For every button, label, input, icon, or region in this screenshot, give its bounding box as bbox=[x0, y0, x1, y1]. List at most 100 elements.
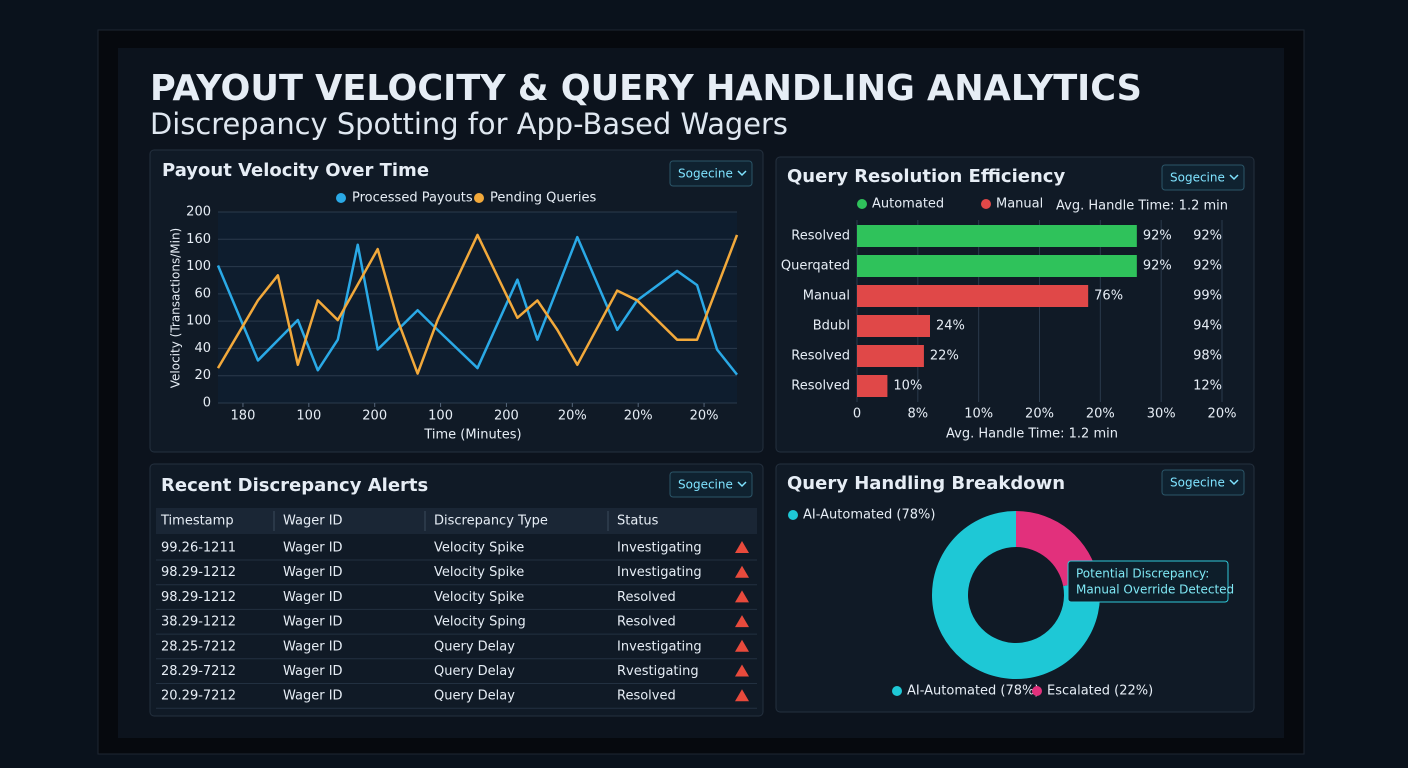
table-cell: Wager ID bbox=[283, 590, 343, 605]
y-tick-label: 20 bbox=[194, 368, 211, 383]
dropdown-arrow bbox=[737, 170, 747, 177]
legend-label: Escalated (22%) bbox=[1047, 684, 1153, 699]
handle-label: 98% bbox=[1193, 349, 1222, 364]
bar bbox=[857, 315, 930, 337]
chart-title: Query Handling Breakdown bbox=[787, 473, 1065, 494]
table-cell: 98.29-1212 bbox=[161, 565, 236, 580]
table-cell: 20.29-7212 bbox=[161, 689, 236, 704]
category-label: Resolved bbox=[791, 349, 850, 364]
value-label: 76% bbox=[1094, 289, 1123, 304]
table-cell: Wager ID bbox=[283, 565, 343, 580]
bar bbox=[857, 285, 1089, 307]
column-header: Status bbox=[617, 514, 659, 529]
table-cell: Query Delay bbox=[434, 689, 515, 704]
x-tick-label: 20% bbox=[690, 409, 719, 424]
y-tick-label: 100 bbox=[186, 259, 211, 274]
table-cell: Wager ID bbox=[283, 541, 343, 556]
value-label: 22% bbox=[930, 349, 959, 364]
x-tick-label: 20% bbox=[1086, 407, 1115, 422]
legend-label: Processed Payouts bbox=[352, 191, 473, 206]
bar bbox=[857, 375, 888, 397]
alert-icon bbox=[735, 565, 749, 578]
x-tick-label: 180 bbox=[231, 409, 256, 424]
y-tick-label: 100 bbox=[186, 314, 211, 329]
dropdown[interactable] bbox=[1161, 164, 1245, 191]
table-cell: Wager ID bbox=[283, 664, 343, 679]
legend-swatch bbox=[981, 199, 991, 209]
bar bbox=[857, 255, 1137, 277]
legend-swatch bbox=[474, 193, 484, 203]
x-tick-label: 30% bbox=[1147, 407, 1176, 422]
donut-slice bbox=[931, 511, 1100, 680]
handle-label: 92% bbox=[1193, 229, 1222, 244]
value-label: 92% bbox=[1143, 259, 1172, 274]
legend-label: Automated bbox=[872, 197, 944, 212]
category-label: Resolved bbox=[791, 229, 850, 244]
y-tick-label: 40 bbox=[194, 341, 211, 356]
x-tick-label: 10% bbox=[964, 407, 993, 422]
legend-swatch bbox=[788, 510, 798, 520]
x-tick-label: 0 bbox=[853, 407, 861, 422]
table-cell: Wager ID bbox=[283, 615, 343, 630]
category-label: Manual bbox=[803, 289, 850, 304]
table-title: Recent Discrepancy Alerts bbox=[161, 475, 428, 496]
chart-note: Avg. Handle Time: 1.2 min bbox=[1056, 199, 1228, 214]
bar bbox=[857, 225, 1137, 247]
chart-title: Query Resolution Efficiency bbox=[787, 166, 1065, 187]
alert-icon bbox=[735, 639, 749, 652]
annotation-box bbox=[1067, 560, 1229, 603]
table-cell: Rvestigating bbox=[617, 664, 699, 679]
handle-label: 99% bbox=[1193, 289, 1222, 304]
handle-label: 12% bbox=[1193, 379, 1222, 394]
x-tick-label: 100 bbox=[296, 409, 321, 424]
alert-icon bbox=[735, 541, 749, 553]
table-cell: Query Delay bbox=[434, 639, 515, 654]
legend-label: Pending Queries bbox=[490, 191, 597, 206]
column-header: Discrepancy Type bbox=[434, 514, 548, 529]
table-cell: Query Delay bbox=[434, 664, 515, 679]
legend-swatch bbox=[336, 193, 346, 203]
handle-label: 92% bbox=[1193, 259, 1222, 274]
bar bbox=[857, 345, 924, 367]
page-title: PAYOUT VELOCITY & QUERY HANDLING ANALYTI… bbox=[150, 68, 1142, 109]
category-label: Resolved bbox=[791, 379, 850, 394]
x-tick-label: 20% bbox=[1025, 407, 1054, 422]
table-cell: Resolved bbox=[617, 590, 676, 605]
legend-label: AI-Automated (78%) bbox=[803, 508, 935, 523]
y-tick-label: 200 bbox=[186, 205, 211, 220]
dropdown[interactable] bbox=[1161, 469, 1245, 496]
y-tick-label: 0 bbox=[203, 396, 211, 411]
line bbox=[216, 233, 739, 375]
dropdown-label[interactable]: Sogecine bbox=[1170, 476, 1225, 490]
chart-title: Payout Velocity Over Time bbox=[162, 160, 429, 181]
x-axis-label: Time (Minutes) bbox=[423, 428, 521, 443]
content: Payout Velocity Over Time Sogecine 0 20 40 10… bbox=[156, 160, 1245, 709]
x-tick-label: 20% bbox=[624, 409, 653, 424]
alert-icon bbox=[735, 689, 749, 702]
table-cell: Wager ID bbox=[283, 639, 343, 654]
table-cell: Investigating bbox=[617, 541, 702, 556]
value-label: 10% bbox=[893, 379, 922, 394]
value-label: 92% bbox=[1143, 229, 1172, 244]
category-label: Querqated bbox=[781, 259, 850, 274]
table-cell: Resolved bbox=[617, 689, 676, 704]
dropdown-arrow bbox=[737, 481, 747, 488]
value-label: 24% bbox=[936, 319, 965, 334]
panel bbox=[775, 463, 1255, 713]
dropdown[interactable] bbox=[669, 471, 753, 498]
table-cell: 99.26-1211 bbox=[161, 541, 236, 556]
alert-icon bbox=[735, 615, 749, 628]
x-tick-label: 20% bbox=[558, 409, 587, 424]
annotation-text: Manual Override Detected bbox=[1076, 583, 1234, 597]
table-cell: 28.25-7212 bbox=[161, 639, 236, 654]
table-cell: 38.29-1212 bbox=[161, 615, 236, 630]
dropdown-label[interactable]: Sogecine bbox=[1170, 171, 1225, 185]
x-tick-label: 20% bbox=[1208, 407, 1237, 422]
dropdown[interactable] bbox=[669, 160, 753, 187]
legend-label: Manual bbox=[996, 197, 1043, 212]
table-cell: Velocity Spike bbox=[434, 590, 524, 605]
x-tick-label: 100 bbox=[428, 409, 453, 424]
dropdown-label[interactable]: Sogecine bbox=[678, 167, 733, 181]
dropdown-label[interactable]: Sogecine bbox=[678, 478, 733, 492]
